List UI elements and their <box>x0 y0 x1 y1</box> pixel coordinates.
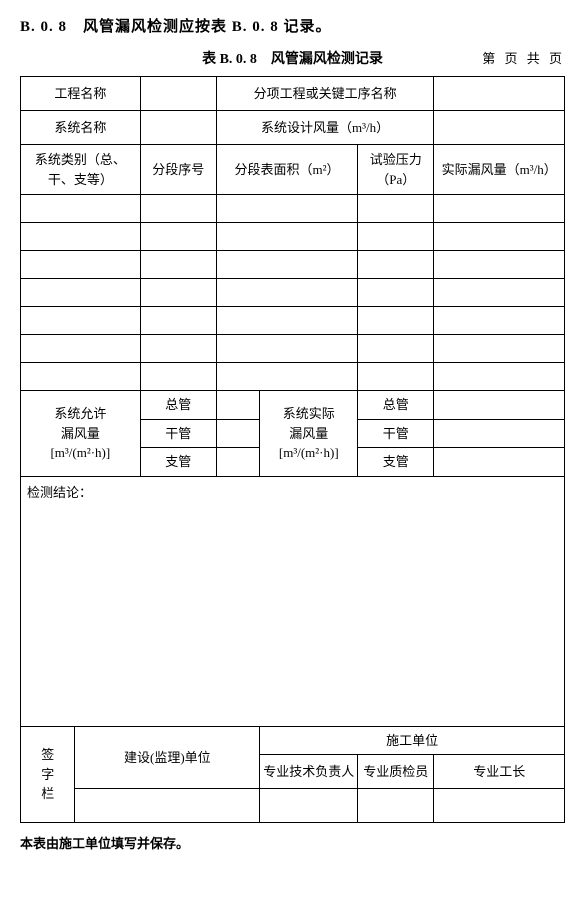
data-cell <box>358 307 434 335</box>
data-cell <box>21 335 141 363</box>
data-cell <box>140 251 216 279</box>
data-cell <box>140 335 216 363</box>
label-project-name: 工程名称 <box>21 77 141 111</box>
label-build-unit: 建设(监理)单位 <box>75 726 260 789</box>
allowed-leak-main-value <box>216 419 260 448</box>
actual-leak-total-value <box>434 391 565 420</box>
data-cell <box>434 335 565 363</box>
data-cell <box>434 307 565 335</box>
label-quality-inspector: 专业质检员 <box>358 755 434 789</box>
label-foreman: 专业工长 <box>434 755 565 789</box>
data-cell <box>21 307 141 335</box>
data-cell <box>140 223 216 251</box>
cell-project-name-value <box>140 77 216 111</box>
label-design-air-volume: 系统设计风量（m³/h） <box>216 111 434 145</box>
data-cell <box>358 223 434 251</box>
data-cell <box>216 335 357 363</box>
data-cell <box>434 363 565 391</box>
data-cell <box>216 251 357 279</box>
sign-build-unit <box>75 789 260 823</box>
data-cell <box>358 251 434 279</box>
data-cell <box>434 279 565 307</box>
allowed-leak-branch-value <box>216 448 260 477</box>
header-test-pressure: 试验压力（Pa） <box>358 145 434 195</box>
data-cell <box>358 279 434 307</box>
header-segment-no: 分段序号 <box>140 145 216 195</box>
cell-system-name-value <box>140 111 216 145</box>
data-cell <box>216 279 357 307</box>
allowed-leak-main-label: 干管 <box>140 419 216 448</box>
data-cell <box>358 335 434 363</box>
label-sub-item: 分项工程或关键工序名称 <box>216 77 434 111</box>
label-construct-unit: 施工单位 <box>260 726 565 755</box>
allowed-leak-total-value <box>216 391 260 420</box>
section-heading: B. 0. 8 风管漏风检测应按表 B. 0. 8 记录。 <box>20 15 565 36</box>
label-tech-lead: 专业技术负责人 <box>260 755 358 789</box>
table-title-row: 表 B. 0. 8 风管漏风检测记录 第 页 共 页 <box>20 48 565 68</box>
conclusion-cell: 检测结论： <box>21 476 565 726</box>
data-cell <box>216 363 357 391</box>
data-cell <box>216 223 357 251</box>
data-cell <box>140 279 216 307</box>
data-cell <box>21 195 141 223</box>
label-allowed-leak: 系统允许 漏风量 [m³/(m²·h)] <box>21 391 141 477</box>
allowed-leak-branch-label: 支管 <box>140 448 216 477</box>
label-system-name: 系统名称 <box>21 111 141 145</box>
header-system-type: 系统类别（总、干、支等） <box>21 145 141 195</box>
data-cell <box>21 223 141 251</box>
main-table: 工程名称 分项工程或关键工序名称 系统名称 系统设计风量（m³/h） 系统类别（… <box>20 76 565 823</box>
sign-quality-inspector <box>358 789 434 823</box>
data-cell <box>434 251 565 279</box>
data-cell <box>434 195 565 223</box>
data-cell <box>140 307 216 335</box>
label-actual-leak: 系统实际 漏风量 [m³/(m²·h)] <box>260 391 358 477</box>
table-title: 表 B. 0. 8 风管漏风检测记录 <box>202 52 383 67</box>
header-actual-leak: 实际漏风量（m³/h） <box>434 145 565 195</box>
data-cell <box>358 195 434 223</box>
data-cell <box>216 307 357 335</box>
data-cell <box>434 223 565 251</box>
data-cell <box>358 363 434 391</box>
header-surface-area: 分段表面积（m²） <box>216 145 357 195</box>
conclusion-label: 检测结论： <box>27 485 92 500</box>
data-cell <box>140 363 216 391</box>
footnote: 本表由施工单位填写并保存。 <box>20 833 565 852</box>
actual-leak-branch-label: 支管 <box>358 448 434 477</box>
data-cell <box>21 279 141 307</box>
sign-tech-lead <box>260 789 358 823</box>
actual-leak-branch-value <box>434 448 565 477</box>
cell-design-air-volume-value <box>434 111 565 145</box>
cell-sub-item-value <box>434 77 565 111</box>
actual-leak-main-value <box>434 419 565 448</box>
signature-row-label: 签字栏 <box>21 726 75 823</box>
data-cell <box>21 251 141 279</box>
sign-foreman <box>434 789 565 823</box>
actual-leak-total-label: 总管 <box>358 391 434 420</box>
data-cell <box>216 195 357 223</box>
actual-leak-main-label: 干管 <box>358 419 434 448</box>
page-info: 第 页 共 页 <box>482 48 565 67</box>
data-cell <box>140 195 216 223</box>
allowed-leak-total-label: 总管 <box>140 391 216 420</box>
data-cell <box>21 363 141 391</box>
